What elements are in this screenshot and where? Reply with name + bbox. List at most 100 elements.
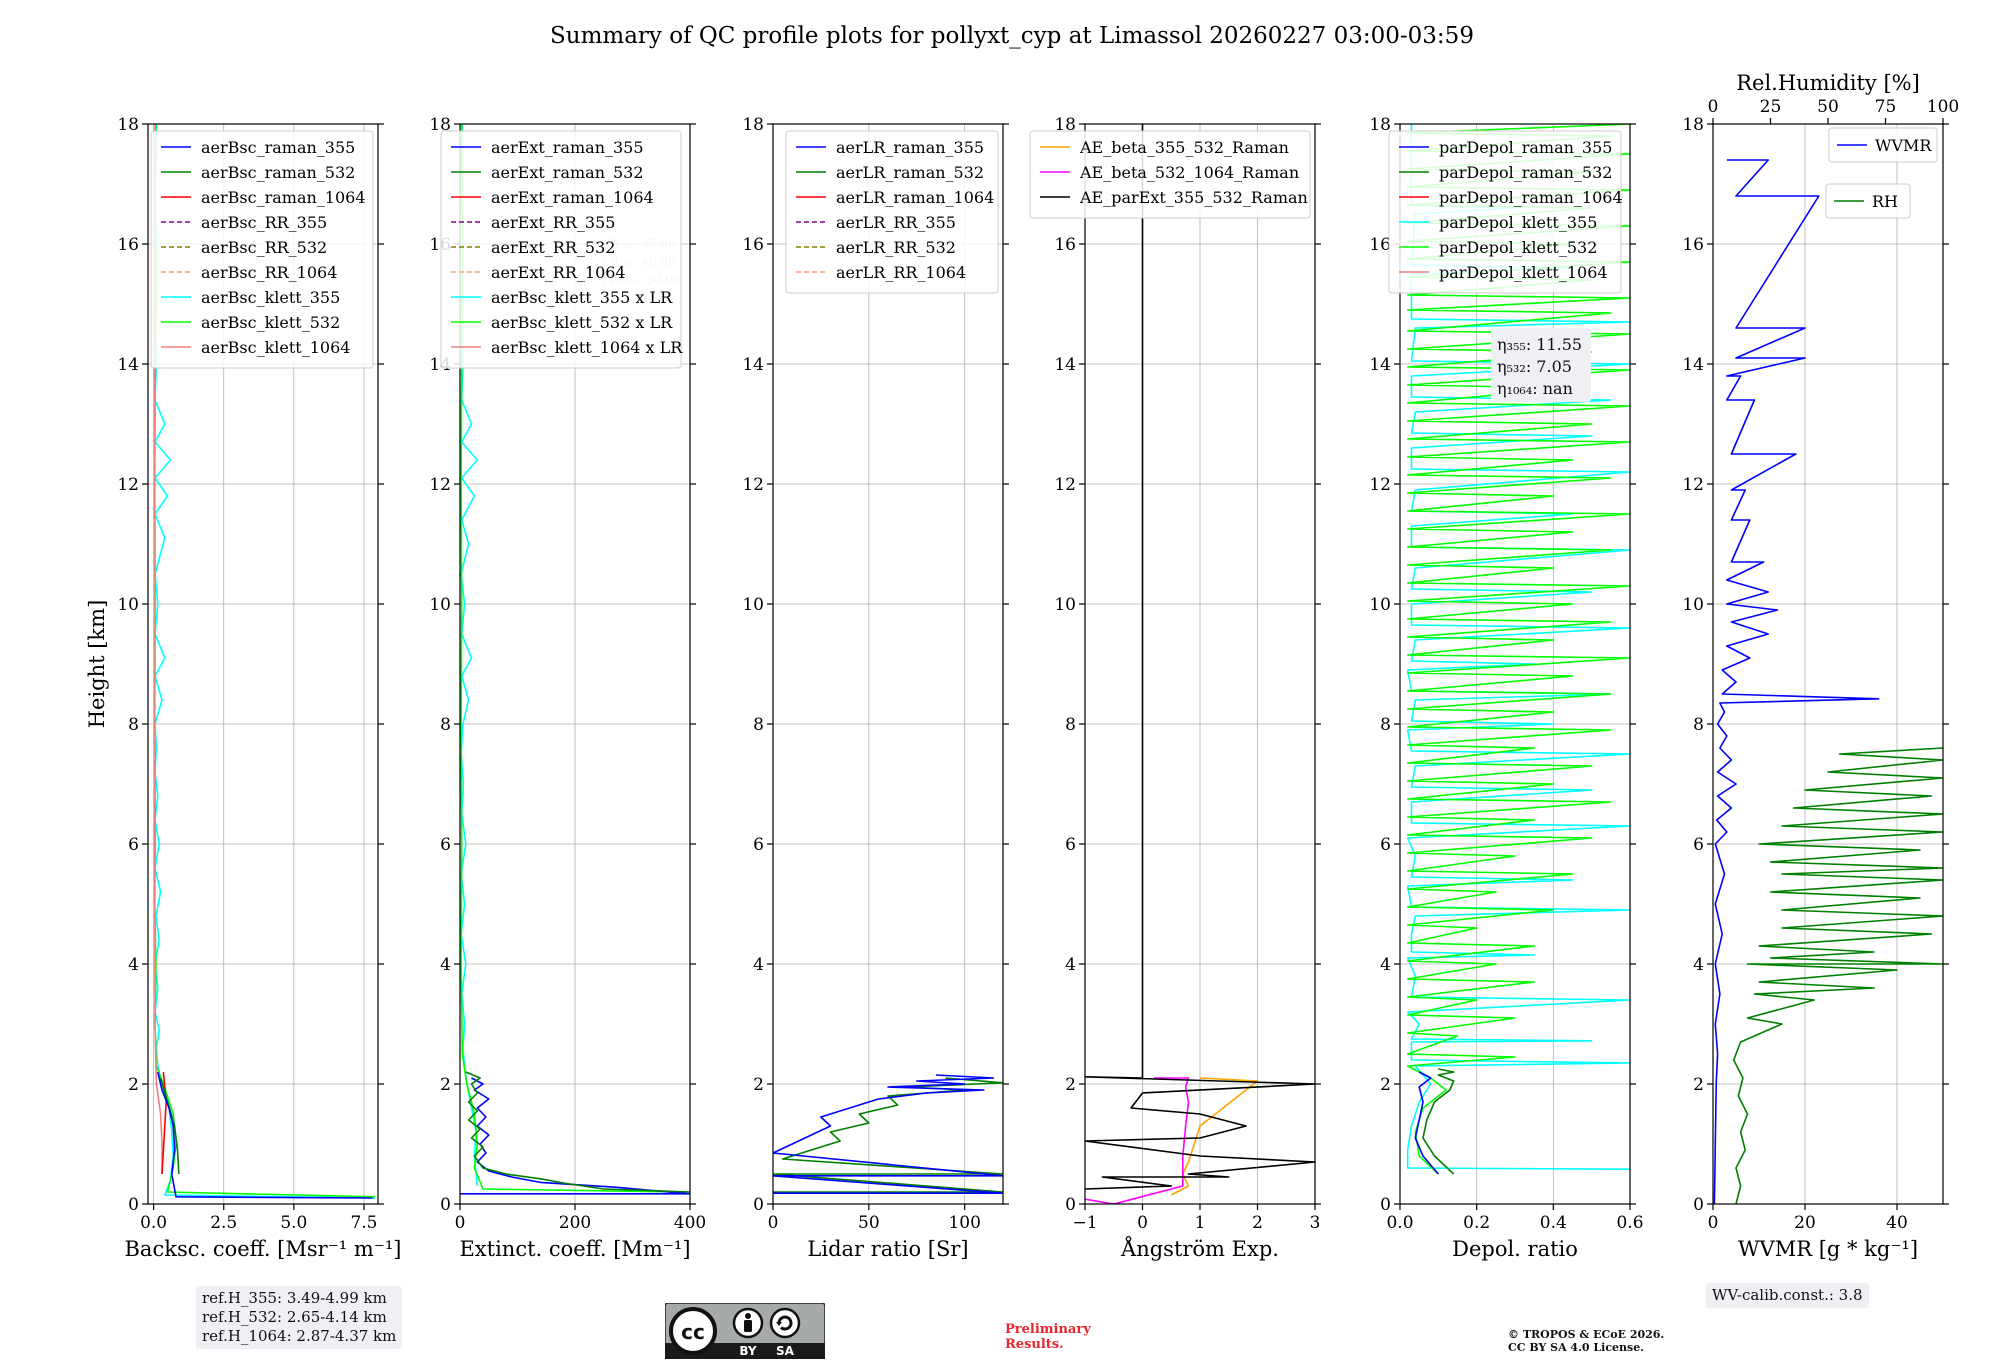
legend-label: parDepol_klett_355 — [1439, 213, 1597, 232]
wv-calib-text: WV-calib.const.: 3.8 — [1712, 1286, 1863, 1304]
copyright-line-1: © TROPOS & ECoE 2026. — [1508, 1328, 1665, 1341]
series-aerBsc_klett_1064 — [153, 124, 163, 1174]
ytick-label: 4 — [1065, 955, 1076, 975]
xtick-label: 0 — [768, 1213, 779, 1233]
copyright-line-2: CC BY SA 4.0 License. — [1508, 1341, 1645, 1354]
xtick-label: 0 — [1137, 1213, 1148, 1233]
top-xtick-label: 75 — [1875, 97, 1897, 117]
ytick-label: 2 — [1065, 1075, 1076, 1095]
xtick-label: 0.6 — [1616, 1213, 1643, 1233]
series-aerBsc_klett_355 — [154, 124, 376, 1199]
xtick-label: 1 — [1195, 1213, 1206, 1233]
ytick-label: 6 — [440, 835, 451, 855]
ytick-label: 16 — [1369, 235, 1391, 255]
series-aerBsc_klett_532 x LR — [460, 124, 679, 1193]
preliminary-line-2: Results. — [1005, 1337, 1064, 1352]
ytick-label: 12 — [1682, 475, 1704, 495]
series-group — [1085, 124, 1315, 1204]
xtick-label: 40 — [1886, 1213, 1908, 1233]
ytick-label: 4 — [1380, 955, 1391, 975]
top-xtick-label: 0 — [1708, 97, 1719, 117]
xtick-label: 7.5 — [350, 1213, 377, 1233]
legend-label: aerBsc_RR_532 — [201, 238, 327, 257]
top-xtick-label: 100 — [1927, 97, 1959, 117]
ytick-label: 0 — [753, 1195, 764, 1215]
ytick-label: 16 — [117, 235, 139, 255]
legend-label: aerExt_raman_1064 — [491, 188, 654, 207]
xtick-label: 2.5 — [210, 1213, 237, 1233]
series-group — [1713, 159, 1943, 1204]
xaxis-label: Backsc. coeff. [Msr⁻¹ m⁻¹] — [125, 1237, 402, 1261]
xtick-label: 0.2 — [1463, 1213, 1490, 1233]
legend-label: parDepol_klett_1064 — [1439, 263, 1608, 282]
legend-ext: aerExt_raman_355 aerExt_raman_532 aerExt_r… — [440, 130, 683, 369]
ytick-label: 8 — [128, 715, 139, 735]
legend-label: aerExt_RR_532 — [491, 238, 615, 257]
series-aerBsc_raman_532 — [159, 1077, 180, 1175]
legend-label: aerLR_raman_355 — [836, 138, 984, 157]
preliminary-line-1: Preliminary — [1005, 1322, 1091, 1337]
legend-label: aerExt_raman_532 — [491, 163, 644, 182]
xaxis-label: WVMR [g * kg⁻¹] — [1738, 1237, 1918, 1261]
series-WVMR — [1713, 159, 1880, 1204]
ytick-label: 2 — [128, 1075, 139, 1095]
legend-label: aerBsc_raman_355 — [201, 138, 355, 157]
xtick-label: 100 — [948, 1213, 980, 1233]
plot-frame — [1712, 123, 1944, 1205]
ref-heights-box: ref.H_355: 3.49-4.99 km ref.H_532: 2.65-… — [196, 1286, 403, 1349]
ytick-label: 12 — [429, 475, 451, 495]
sa-icon — [769, 1307, 801, 1339]
xtick-label: 0.0 — [1386, 1213, 1413, 1233]
ytick-label: 16 — [1682, 235, 1704, 255]
ytick-label: 2 — [753, 1075, 764, 1095]
ytick-label: 6 — [1380, 835, 1391, 855]
legend-label: aerBsc_klett_355 — [201, 288, 340, 307]
series-parDepol_klett_355 — [1406, 124, 1630, 1170]
series-parDepol_raman_532 — [1422, 1068, 1455, 1175]
legend-label: aerExt_raman_355 — [491, 138, 644, 157]
eta-annotation: η₁₀₆₄: nan — [1497, 379, 1573, 398]
ytick-label: 10 — [1682, 595, 1704, 615]
series-aerExt_raman_532 — [465, 1071, 690, 1193]
legend-label: aerBsc_klett_355 x LR — [491, 288, 673, 307]
legend-label: parDepol_raman_532 — [1439, 163, 1612, 182]
legend-label: AE_parExt_355_532_Raman — [1079, 188, 1308, 207]
legend-label: aerBsc_klett_532 x LR — [491, 313, 673, 332]
ytick-label: 16 — [742, 235, 764, 255]
ytick-label: 8 — [1065, 715, 1076, 735]
series-RH — [1732, 747, 1943, 1204]
plot-frame — [772, 123, 1004, 1205]
xaxis-label: Ångström Exp. — [1120, 1236, 1279, 1261]
ytick-label: 14 — [117, 355, 139, 375]
legend-label: aerBsc_raman_1064 — [201, 188, 366, 207]
sa-label: SA — [776, 1344, 795, 1358]
ytick-label: 10 — [1054, 595, 1076, 615]
xaxis-label: Lidar ratio [Sr] — [807, 1237, 968, 1261]
figure-title: Summary of QC profile plots for pollyxt_… — [550, 23, 1474, 49]
by-label: BY — [739, 1344, 756, 1358]
ytick-label: 0 — [128, 1195, 139, 1215]
ytick-label: 2 — [1380, 1075, 1391, 1095]
ytick-label: 2 — [440, 1075, 451, 1095]
ytick-label: 18 — [1682, 115, 1704, 135]
top-xtick-label: 25 — [1760, 97, 1782, 117]
top-xaxis-label: Rel.Humidity [%] — [1736, 71, 1920, 95]
legend-label: AE_beta_532_1064_Raman — [1079, 163, 1299, 182]
series-group — [773, 1074, 1003, 1194]
ytick-label: 12 — [1054, 475, 1076, 495]
xtick-label: 2 — [1252, 1213, 1263, 1233]
legend-entry-RH: RH — [1825, 183, 1911, 219]
ytick-label: 14 — [1054, 355, 1076, 375]
legend-label: AE_beta_355_532_Raman — [1079, 138, 1289, 157]
legend-ae: AE_beta_355_532_Raman AE_beta_532_1064_Ra… — [1029, 130, 1311, 219]
legend-label: aerLR_RR_1064 — [836, 263, 966, 282]
ytick-label: 4 — [128, 955, 139, 975]
legend-entry-WVMR: WVMR — [1828, 127, 1938, 163]
legend-label: aerExt_RR_355 — [491, 213, 615, 232]
ytick-label: 6 — [1693, 835, 1704, 855]
ytick-label: 6 — [1065, 835, 1076, 855]
ytick-label: 18 — [742, 115, 764, 135]
